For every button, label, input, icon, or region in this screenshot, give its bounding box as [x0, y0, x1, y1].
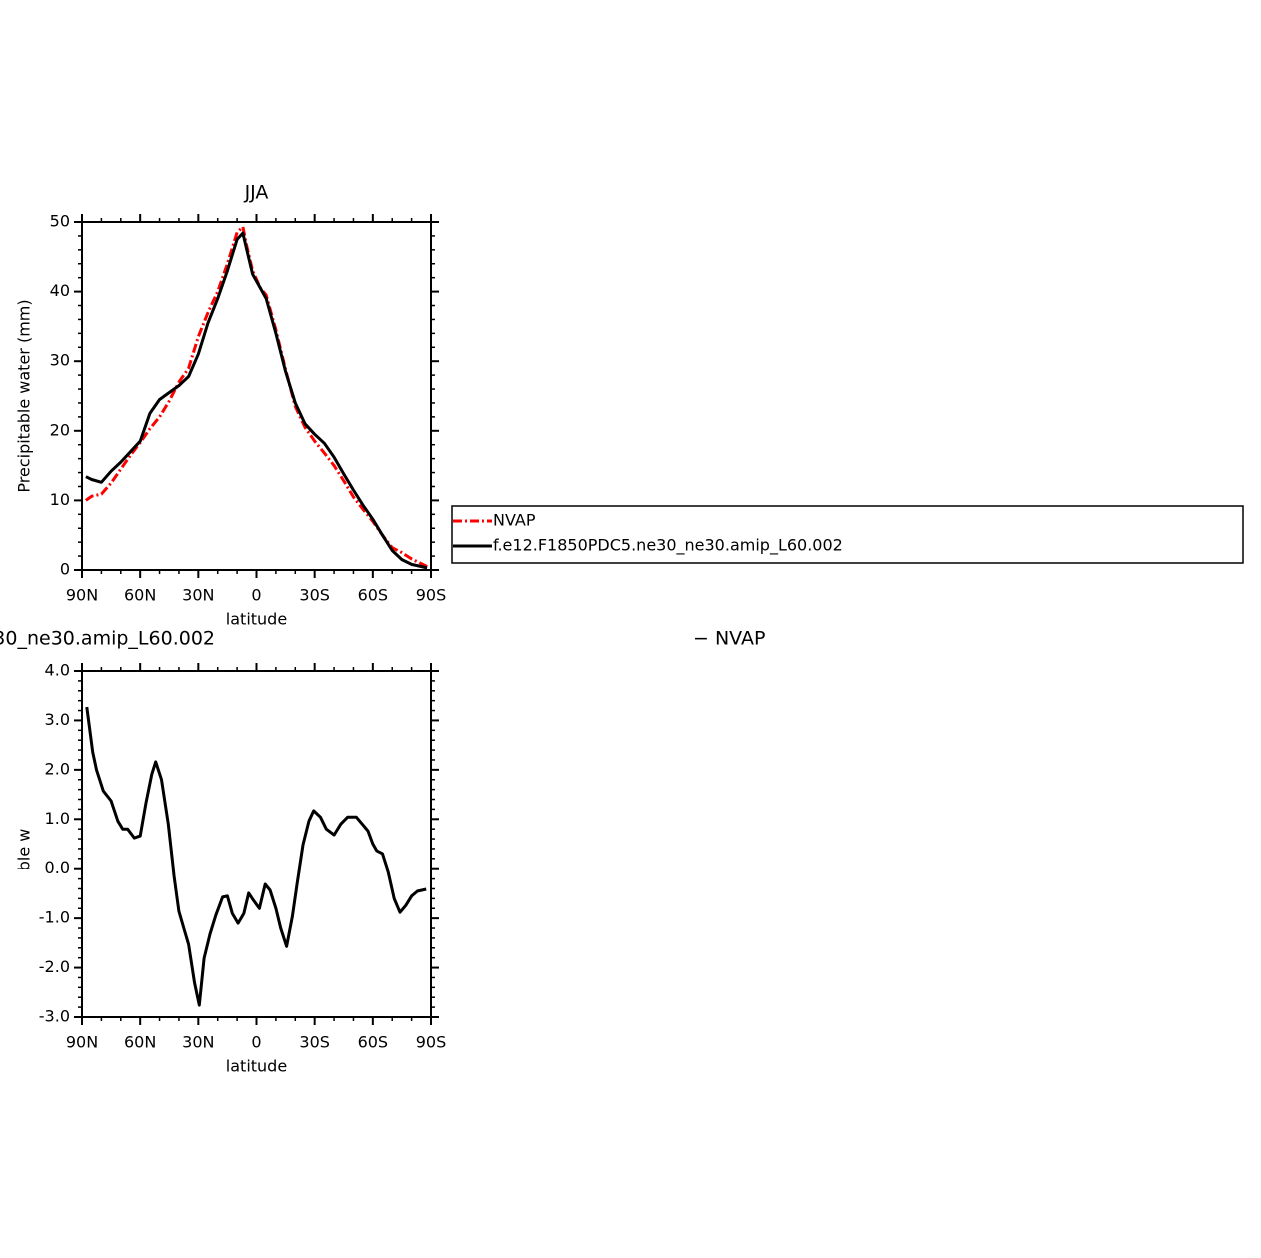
data-line [85, 231, 428, 570]
x-tick-label: 30S [299, 1033, 330, 1052]
y-axis-label: Precipitable water (mm) [15, 747, 34, 940]
x-axis-label: latitude [226, 1057, 287, 1076]
y-axis-label: Precipitable water (mm) [15, 299, 34, 492]
legend-label: NVAP [493, 511, 536, 530]
x-axis-label: latitude [226, 610, 287, 629]
x-tick-label: 90S [416, 1033, 447, 1052]
y-tick-label: 0.0 [45, 858, 70, 877]
x-tick-label: 60N [124, 1033, 156, 1052]
x-tick-label: 60S [358, 586, 389, 605]
legend-box [451, 505, 1244, 564]
y-tick-label: 3.0 [45, 710, 70, 729]
y-tick-label: 4.0 [45, 661, 70, 680]
x-tick-label: 0 [251, 586, 261, 605]
y-tick-label: 1.0 [45, 809, 70, 828]
legend-label: f.e12.F1850PDC5.ne30_ne30.amip_L60.002 [493, 536, 843, 556]
x-tick-label: 90N [66, 586, 98, 605]
y-tick-label: -1.0 [39, 908, 70, 927]
chart-title: − NVAP [693, 628, 765, 650]
x-tick-label: 90S [416, 586, 447, 605]
y-tick-label: -3.0 [39, 1007, 70, 1026]
y-tick-label: 2.0 [45, 759, 70, 778]
chart-title: JJA [244, 182, 269, 204]
data-line [85, 225, 428, 568]
x-tick-label: 30N [182, 1033, 214, 1052]
y-tick-label: 20 [50, 420, 70, 439]
x-tick-label: 90N [66, 1033, 98, 1052]
x-tick-label: 60N [124, 586, 156, 605]
y-tick-label: 10 [50, 490, 70, 509]
chart-title: f.e12.F1850PDC5.ne30_ne30.amip_L60.002 [0, 628, 215, 650]
y-tick-label: 50 [50, 212, 70, 231]
y-tick-label: 40 [50, 281, 70, 300]
y-tick-label: -2.0 [39, 957, 70, 976]
y-tick-label: 30 [50, 351, 70, 370]
data-line [85, 706, 427, 1007]
x-tick-label: 0 [251, 1033, 261, 1052]
y-tick-label: 0 [60, 560, 70, 579]
x-tick-label: 60S [358, 1033, 389, 1052]
x-tick-label: 30N [182, 586, 214, 605]
x-tick-label: 30S [299, 586, 330, 605]
